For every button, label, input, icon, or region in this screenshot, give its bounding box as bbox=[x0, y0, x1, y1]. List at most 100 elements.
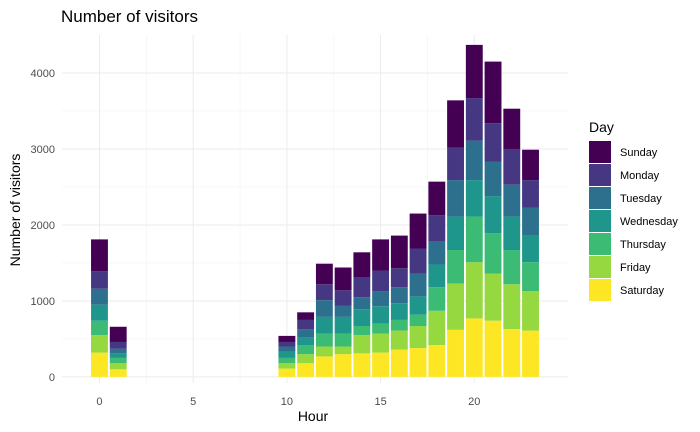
bar-segment-wednesday-hour-14 bbox=[353, 309, 371, 327]
y-tick-label: 4000 bbox=[31, 68, 55, 80]
bar-segment-friday-hour-11 bbox=[297, 354, 315, 364]
legend-swatch-sunday bbox=[589, 141, 611, 163]
bar-segment-friday-hour-18 bbox=[428, 310, 446, 346]
bar-segment-wednesday-hour-22 bbox=[503, 216, 521, 251]
bar-segment-tuesday-hour-17 bbox=[409, 273, 427, 297]
y-tick-label: 2000 bbox=[31, 220, 55, 232]
bar-segment-wednesday-hour-21 bbox=[484, 196, 502, 234]
legend-label-sunday: Sunday bbox=[620, 147, 658, 159]
x-tick-label: 0 bbox=[96, 396, 102, 408]
x-tick-label: 15 bbox=[374, 396, 386, 408]
bar-segment-tuesday-hour-22 bbox=[503, 184, 521, 217]
bar-segment-wednesday-hour-11 bbox=[297, 337, 315, 346]
bar-segment-sunday-hour-0 bbox=[91, 239, 108, 272]
bar-segment-thursday-hour-19 bbox=[447, 250, 464, 284]
bar-segment-thursday-hour-12 bbox=[315, 333, 333, 347]
bar-segment-thursday-hour-1 bbox=[109, 357, 127, 364]
bar-segment-saturday-hour-16 bbox=[390, 349, 408, 377]
legend-swatch-saturday bbox=[589, 279, 611, 301]
y-tick-label: 0 bbox=[49, 372, 55, 384]
y-tick-label: 3000 bbox=[31, 144, 55, 156]
bar-segment-thursday-hour-14 bbox=[353, 326, 371, 336]
x-axis-title: Hour bbox=[298, 408, 329, 424]
bar-segment-monday-hour-17 bbox=[409, 248, 427, 274]
bar-segment-friday-hour-19 bbox=[447, 283, 464, 330]
bar-segment-tuesday-hour-16 bbox=[390, 287, 408, 304]
x-axis-ticks: 0 5 10 15 20 bbox=[96, 396, 480, 408]
bar-segment-tuesday-hour-1 bbox=[109, 348, 127, 354]
bar-segment-sunday-hour-1 bbox=[109, 326, 127, 342]
bar-segment-wednesday-hour-17 bbox=[409, 296, 427, 315]
bar-segment-monday-hour-10 bbox=[278, 341, 296, 347]
bar-segment-wednesday-hour-0 bbox=[91, 304, 108, 321]
bar-segment-monday-hour-18 bbox=[428, 215, 446, 242]
bar-segment-tuesday-hour-12 bbox=[315, 300, 333, 317]
bar-segment-thursday-hour-11 bbox=[297, 345, 315, 355]
chart-title: Number of visitors bbox=[61, 7, 198, 26]
bar-segment-saturday-hour-20 bbox=[465, 318, 483, 377]
bar-segment-thursday-hour-13 bbox=[334, 333, 352, 347]
bar-segment-wednesday-hour-13 bbox=[334, 316, 352, 334]
legend-label-monday: Monday bbox=[620, 170, 660, 182]
bar-segment-sunday-hour-20 bbox=[465, 44, 483, 99]
bar-segment-saturday-hour-17 bbox=[409, 348, 427, 377]
bar-segment-friday-hour-1 bbox=[109, 363, 127, 370]
x-tick-label: 20 bbox=[468, 396, 480, 408]
bar-segment-monday-hour-13 bbox=[334, 290, 352, 306]
bar-segment-friday-hour-23 bbox=[522, 291, 539, 331]
bar-segment-saturday-hour-1 bbox=[109, 369, 127, 377]
bar-segment-monday-hour-16 bbox=[390, 268, 408, 288]
x-tick-label: 10 bbox=[281, 396, 293, 408]
bar-segment-saturday-hour-0 bbox=[91, 352, 108, 377]
legend-label-wednesday: Wednesday bbox=[620, 216, 678, 228]
bar-segment-friday-hour-13 bbox=[334, 346, 352, 355]
bar-segment-monday-hour-23 bbox=[522, 180, 539, 208]
bar-segment-wednesday-hour-19 bbox=[447, 216, 464, 251]
bar-segment-friday-hour-10 bbox=[278, 363, 296, 369]
bar-segment-monday-hour-1 bbox=[109, 341, 127, 349]
legend-label-tuesday: Tuesday bbox=[620, 193, 662, 205]
y-tick-label: 1000 bbox=[31, 296, 55, 308]
bar-segment-saturday-hour-14 bbox=[353, 353, 371, 377]
bar-segment-saturday-hour-15 bbox=[372, 352, 390, 377]
bar-segment-friday-hour-20 bbox=[465, 262, 483, 319]
bar-segment-wednesday-hour-16 bbox=[390, 303, 408, 320]
bar-segment-sunday-hour-16 bbox=[390, 235, 408, 269]
bar-segment-sunday-hour-13 bbox=[334, 267, 352, 291]
bar-segment-tuesday-hour-23 bbox=[522, 207, 539, 236]
bar-segment-friday-hour-14 bbox=[353, 335, 371, 354]
bar-segment-sunday-hour-18 bbox=[428, 181, 446, 216]
bar-segment-saturday-hour-12 bbox=[315, 356, 333, 377]
bar-segment-sunday-hour-19 bbox=[447, 100, 464, 148]
x-tick-label: 5 bbox=[190, 396, 196, 408]
bar-segment-thursday-hour-10 bbox=[278, 357, 296, 364]
bar-segment-wednesday-hour-23 bbox=[522, 235, 539, 263]
bar-segment-monday-hour-14 bbox=[353, 277, 371, 298]
bar-segment-saturday-hour-18 bbox=[428, 345, 446, 377]
bar-segment-sunday-hour-23 bbox=[522, 149, 539, 181]
bar-segment-monday-hour-12 bbox=[315, 284, 333, 301]
bar-segment-monday-hour-20 bbox=[465, 98, 483, 141]
bar-segment-tuesday-hour-13 bbox=[334, 305, 352, 317]
bar-segment-friday-hour-15 bbox=[372, 333, 390, 353]
bar-segment-wednesday-hour-1 bbox=[109, 353, 127, 358]
bar-segment-sunday-hour-14 bbox=[353, 252, 371, 278]
bar-segment-monday-hour-21 bbox=[484, 123, 502, 162]
legend-label-saturday: Saturday bbox=[620, 285, 665, 297]
bar-segment-monday-hour-15 bbox=[372, 270, 390, 292]
legend-swatch-wednesday bbox=[589, 210, 611, 232]
bar-segment-saturday-hour-13 bbox=[334, 354, 352, 377]
bar-segment-thursday-hour-17 bbox=[409, 314, 427, 327]
bar-segment-thursday-hour-16 bbox=[390, 319, 408, 331]
bar-segment-friday-hour-17 bbox=[409, 326, 427, 349]
bar-segment-sunday-hour-22 bbox=[503, 108, 521, 149]
bar-segment-monday-hour-11 bbox=[297, 319, 315, 330]
legend-swatch-tuesday bbox=[589, 187, 611, 209]
bar-segment-sunday-hour-15 bbox=[372, 239, 390, 271]
bar-segment-thursday-hour-21 bbox=[484, 233, 502, 274]
bar-segment-wednesday-hour-12 bbox=[315, 316, 333, 334]
bar-segment-tuesday-hour-10 bbox=[278, 346, 296, 352]
bar-segment-thursday-hour-0 bbox=[91, 320, 108, 336]
bar-segment-saturday-hour-19 bbox=[447, 329, 464, 377]
